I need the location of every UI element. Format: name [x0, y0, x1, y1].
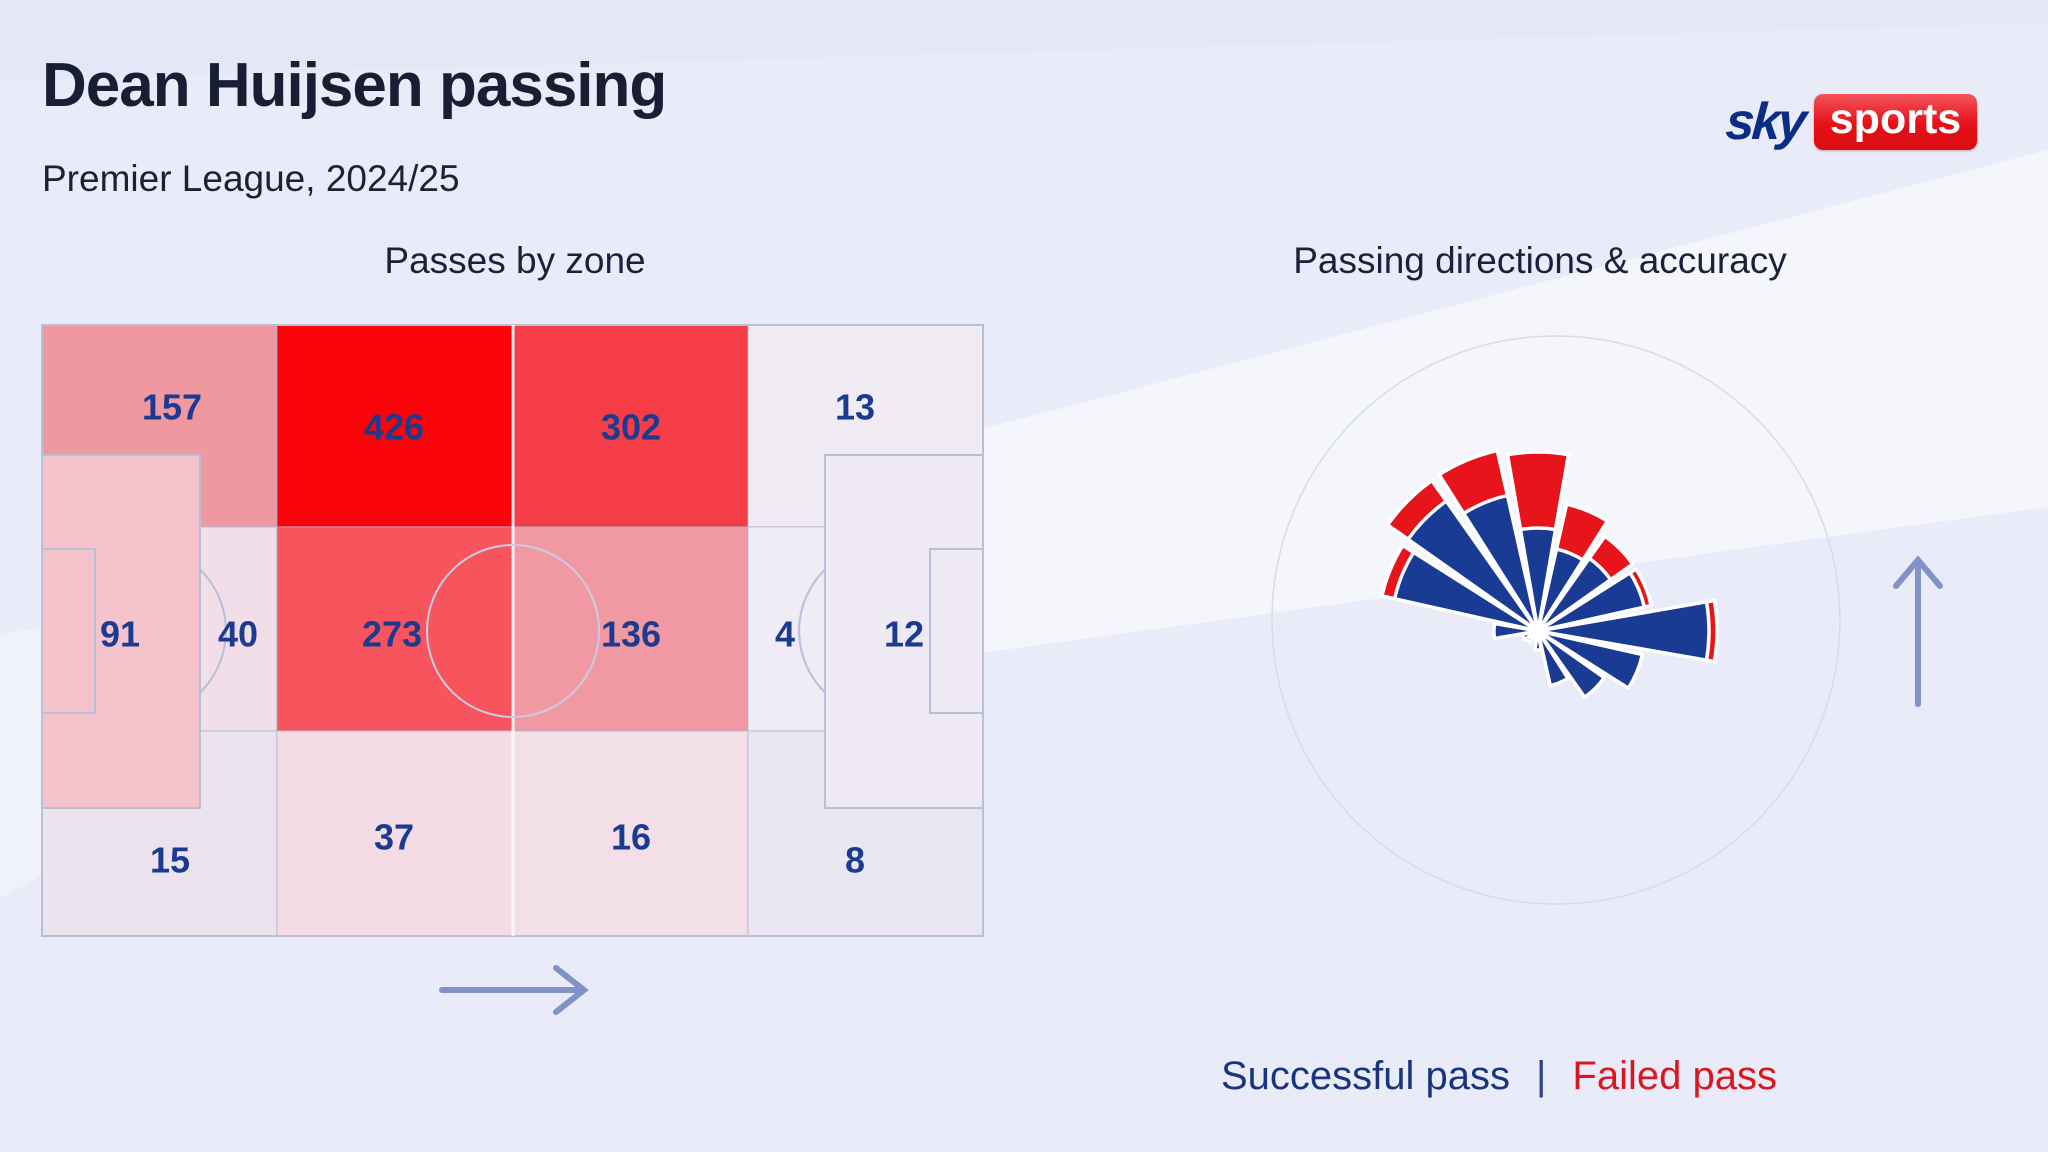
zone-value-8: 8	[845, 840, 865, 881]
rose-successful-sector--45	[1536, 629, 1606, 699]
rose-sectors	[1380, 448, 1719, 699]
left-six-yard-box	[41, 548, 96, 714]
zone-value-37: 37	[374, 817, 414, 858]
sports-logo-box: sports	[1813, 94, 1978, 150]
sports-logo-text: sports	[1829, 95, 1962, 143]
zone-value-15: 15	[150, 840, 190, 881]
rose-centre-dot	[1532, 625, 1544, 637]
centre-circle	[426, 544, 600, 718]
legend-separator: |	[1536, 1054, 1547, 1098]
zone-value-40: 40	[218, 614, 258, 655]
right-six-yard-box	[929, 548, 984, 714]
up-arrow-icon	[1893, 555, 1943, 707]
sky-sports-logo: sky sports	[1723, 92, 1978, 152]
rose-successful-sector--22.5	[1536, 629, 1645, 690]
rose-failed-sector-22.5	[1628, 567, 1653, 609]
rose-failed-sector-67.5	[1554, 502, 1610, 562]
legend-successful-pass: Successful pass	[1221, 1054, 1511, 1098]
pitch-heatmap-chart: 157 426 302 13 91 40 273 136 4 12 15 37 16 8	[40, 323, 985, 938]
zone-value-16: 16	[611, 817, 651, 858]
rose-outer-ring	[1271, 335, 1841, 905]
zone-value-12: 12	[884, 614, 924, 655]
heat-zones	[40, 323, 985, 938]
pass-legend: Successful pass | Failed pass	[1169, 1054, 1829, 1099]
attack-direction-arrow-right	[438, 962, 598, 1023]
zone-value-157: 157	[142, 387, 202, 428]
zone-values: 157 426 302 13 91 40 273 136 4 12 15 37 16 8	[100, 387, 924, 881]
rose-successful-sector-180	[1492, 621, 1540, 641]
sky-logo-text: sky	[1723, 93, 1806, 151]
rose-failed-sector-112.5	[1437, 448, 1510, 516]
passing-directions-title: Passing directions & accuracy	[1293, 240, 1787, 281]
pitch-heatmap-svg: 157 426 302 13 91 40 273 136 4 12 15 37 16 8	[40, 323, 985, 938]
passing-rose-svg	[1271, 335, 1841, 905]
rose-failed-sector-135	[1385, 478, 1449, 542]
attack-direction-arrow-up	[1890, 552, 1946, 717]
left-penalty-arc	[199, 568, 227, 694]
pitch-markings	[41, 324, 984, 937]
zone-value-4: 4	[775, 614, 795, 655]
zone-value-302: 302	[601, 407, 661, 448]
zone-value-136: 136	[601, 614, 661, 655]
passing-rose-chart	[1246, 300, 1866, 944]
right-penalty-arc	[798, 568, 826, 694]
page-subtitle: Premier League, 2024/25	[42, 158, 460, 199]
rose-failed-sector-0	[1704, 598, 1719, 664]
zone-value-13: 13	[835, 387, 875, 428]
legend-failed-pass: Failed pass	[1572, 1054, 1777, 1098]
zone-value-273: 273	[362, 614, 422, 655]
zone-value-426: 426	[364, 407, 424, 448]
passes-by-zone-title: Passes by zone	[384, 240, 646, 281]
page-title: Dean Huijsen passing	[42, 51, 667, 120]
rose-failed-sector-45	[1587, 534, 1635, 582]
zone-value-91: 91	[100, 614, 140, 655]
rose-failed-sector-90	[1505, 450, 1571, 532]
rose-successful-sector--67.5	[1536, 629, 1570, 688]
rose-failed-sector-157.5	[1380, 543, 1416, 601]
right-arrow-icon	[439, 965, 589, 1015]
